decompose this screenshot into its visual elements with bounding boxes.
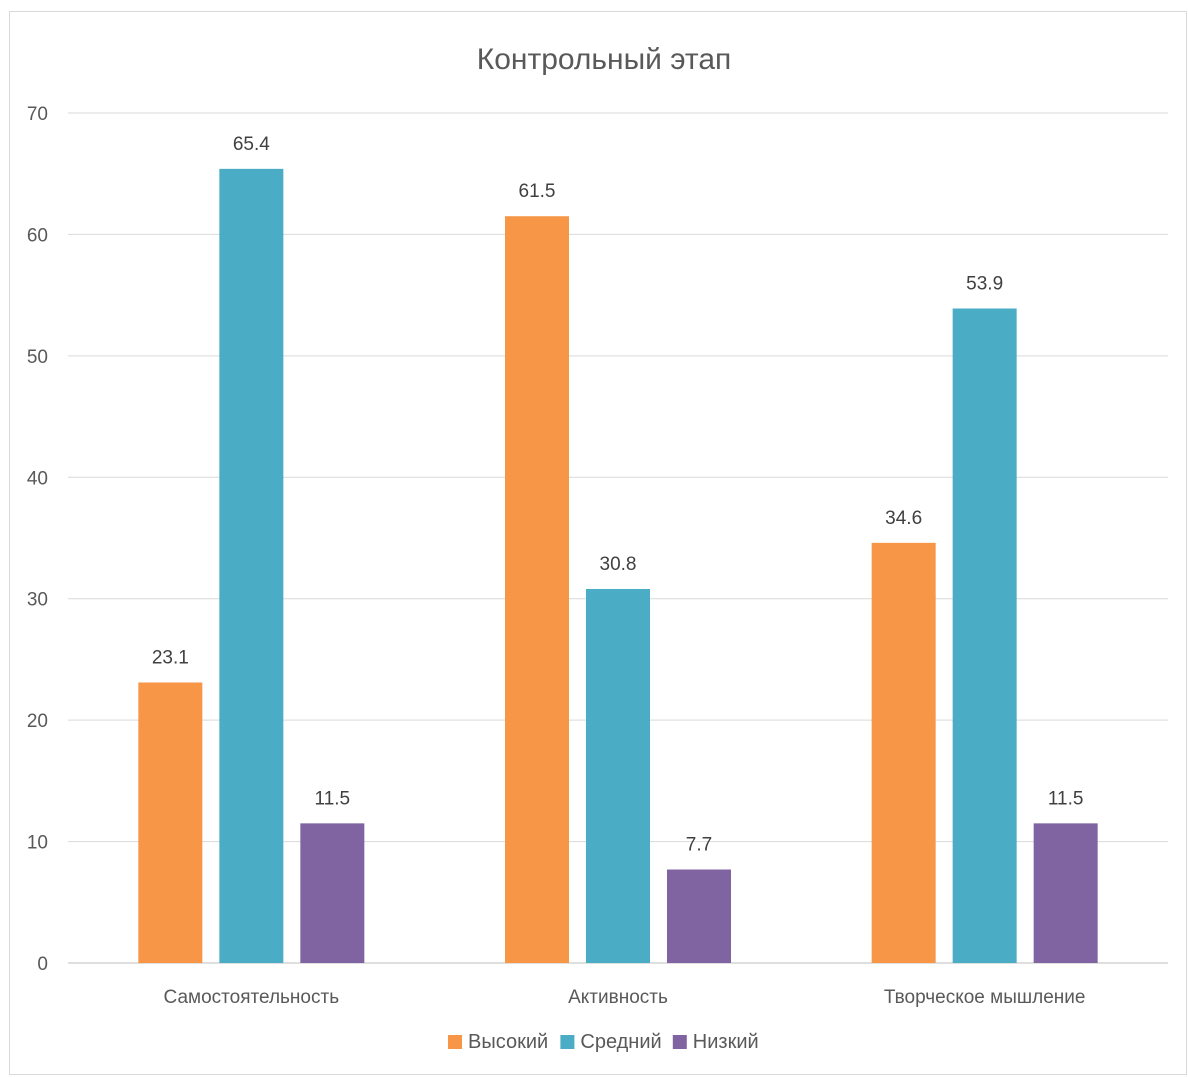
legend: Высокий Средний Низкий bbox=[448, 1031, 759, 1053]
bar bbox=[219, 168, 284, 963]
data-labels: 23.1 65.4 11.5 61.5 30.8 7.7 34.6 53.9 11.5 bbox=[152, 134, 1084, 856]
legend-swatch bbox=[672, 1035, 687, 1049]
x-category-label: Самостоятельность bbox=[164, 987, 340, 1008]
x-category-label: Творческое мышление bbox=[884, 987, 1086, 1008]
data-label: 7.7 bbox=[686, 835, 712, 856]
y-tick-label: 0 bbox=[37, 954, 48, 975]
data-label: 65.4 bbox=[233, 134, 270, 155]
data-label: 34.6 bbox=[885, 508, 922, 529]
bar bbox=[1033, 823, 1098, 963]
y-tick-label: 70 bbox=[27, 104, 48, 125]
data-label: 53.9 bbox=[966, 274, 1003, 295]
data-label: 11.5 bbox=[1048, 788, 1084, 809]
bar bbox=[138, 682, 203, 963]
y-tick-label: 20 bbox=[27, 711, 48, 732]
legend-label: Высокий bbox=[468, 1031, 548, 1053]
y-tick-label: 50 bbox=[27, 347, 48, 368]
y-tick-label: 40 bbox=[27, 468, 48, 489]
legend-swatch bbox=[448, 1035, 462, 1049]
bar bbox=[871, 542, 936, 963]
data-label: 11.5 bbox=[315, 788, 351, 809]
x-category-label: Активность bbox=[568, 987, 668, 1008]
legend-label: Средний bbox=[580, 1031, 661, 1053]
y-tick-label: 30 bbox=[27, 590, 48, 611]
data-label: 61.5 bbox=[519, 181, 556, 202]
legend-label: Низкий bbox=[693, 1031, 759, 1053]
legend-swatch bbox=[560, 1035, 575, 1049]
y-tick-label: 10 bbox=[27, 833, 48, 854]
y-axis-ticks: 0 10 20 30 40 50 60 70 bbox=[27, 104, 48, 975]
y-tick-label: 60 bbox=[27, 225, 48, 246]
chart-title: Контрольный этап bbox=[477, 43, 732, 76]
bar bbox=[505, 216, 569, 963]
x-axis-categories: Самостоятельность Активность Творческое мы… bbox=[164, 987, 1086, 1008]
data-label: 30.8 bbox=[600, 554, 637, 575]
bar bbox=[952, 308, 1017, 963]
bar bbox=[667, 869, 731, 963]
data-label: 23.1 bbox=[152, 648, 189, 669]
bar bbox=[300, 823, 365, 963]
bar bbox=[586, 589, 650, 963]
bars bbox=[138, 168, 1098, 963]
